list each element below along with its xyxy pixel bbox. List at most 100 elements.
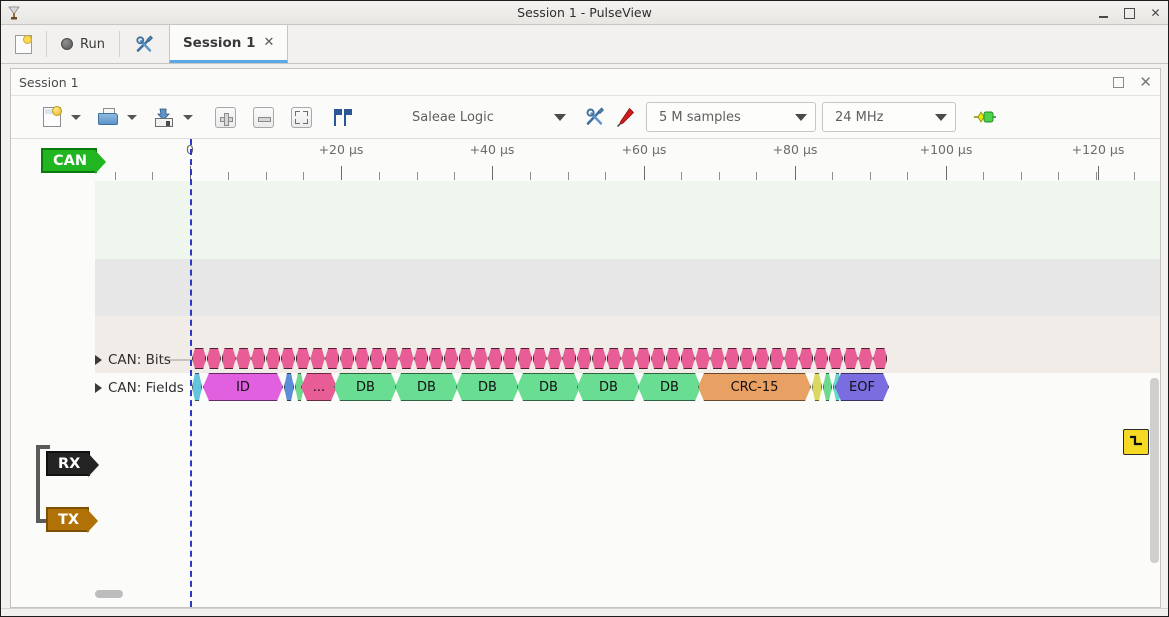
- can-bit-annotation[interactable]: [592, 348, 606, 369]
- sample-count-selector[interactable]: 5 M samples: [646, 102, 816, 132]
- can-bit-annotation[interactable]: [651, 348, 665, 369]
- can-bit-annotation[interactable]: [503, 348, 517, 369]
- can-bit-annotation[interactable]: [414, 348, 428, 369]
- time-ruler[interactable]: 0 +20 µs +40 µs +60 µs +80 µs +100 µs +120 µs: [11, 139, 1160, 181]
- triangle-right-icon[interactable]: [95, 383, 102, 393]
- can-field-annotation[interactable]: [812, 373, 822, 401]
- subwindow-close-icon[interactable]: ✕: [1139, 73, 1152, 91]
- can-field-annotation[interactable]: [284, 373, 294, 401]
- can-field-[interactable]: ...: [301, 373, 337, 401]
- channel-flag-rx[interactable]: RX: [46, 451, 100, 477]
- falling-edge-trigger-icon[interactable]: [1123, 429, 1149, 455]
- can-bit-annotation[interactable]: [681, 348, 695, 369]
- tab-session-1[interactable]: Session 1 ✕: [168, 25, 289, 63]
- can-bit-annotation[interactable]: [429, 348, 443, 369]
- can-bit-annotation[interactable]: [473, 348, 487, 369]
- can-bit-annotation[interactable]: [814, 348, 828, 369]
- vertical-scrollbar-thumb[interactable]: [1150, 378, 1159, 563]
- can-bit-annotation[interactable]: [725, 348, 739, 369]
- trigger-cursor-line[interactable]: [190, 139, 192, 607]
- can-bit-annotation[interactable]: [547, 348, 561, 369]
- can-bit-annotation[interactable]: [829, 348, 843, 369]
- can-bit-annotation[interactable]: [666, 348, 680, 369]
- can-bit-annotation[interactable]: [310, 348, 324, 369]
- restore-icon[interactable]: [1113, 77, 1124, 88]
- minimize-icon[interactable]: [1097, 7, 1110, 20]
- triangle-right-icon[interactable]: [95, 355, 102, 365]
- global-settings-button[interactable]: [120, 25, 169, 63]
- maximize-icon[interactable]: [1123, 7, 1136, 20]
- can-bit-annotation[interactable]: [755, 348, 769, 369]
- zoom-in-button[interactable]: [210, 102, 240, 132]
- can-bit-annotation[interactable]: [192, 348, 206, 369]
- decoder-row-can-fields[interactable]: CAN: Fields: [95, 380, 184, 396]
- can-bit-annotation[interactable]: [518, 348, 532, 369]
- can-field-db[interactable]: DB: [395, 373, 458, 401]
- can-bit-annotation[interactable]: [607, 348, 621, 369]
- decoder-flag-can[interactable]: CAN: [41, 148, 106, 174]
- device-selector[interactable]: Saleae Logic: [400, 102, 574, 132]
- run-button[interactable]: Run: [47, 25, 119, 63]
- can-bit-annotation[interactable]: [858, 348, 872, 369]
- save-file-button[interactable]: [149, 102, 179, 132]
- can-bit-annotation[interactable]: [207, 348, 221, 369]
- can-field-annotation[interactable]: [192, 373, 202, 401]
- can-bit-annotation[interactable]: [340, 348, 354, 369]
- can-field-id[interactable]: ID: [203, 373, 283, 401]
- can-bit-annotation[interactable]: [740, 348, 754, 369]
- can-bit-annotation[interactable]: [710, 348, 724, 369]
- can-bits-annotation-lane[interactable]: [11, 346, 1160, 373]
- tab-close-icon[interactable]: ✕: [263, 35, 275, 50]
- can-field-db[interactable]: DB: [456, 373, 519, 401]
- vertical-scrollbar[interactable]: [1150, 250, 1159, 585]
- open-file-button[interactable]: [93, 102, 123, 132]
- can-bit-annotation[interactable]: [325, 348, 339, 369]
- horizontal-scrollbar[interactable]: [95, 590, 1148, 598]
- can-bit-annotation[interactable]: [370, 348, 384, 369]
- decoder-row-can-bits[interactable]: CAN: Bits: [95, 352, 171, 368]
- can-bit-annotation[interactable]: [444, 348, 458, 369]
- show-cursors-button[interactable]: [326, 102, 356, 132]
- device-config-button[interactable]: [580, 102, 610, 132]
- new-session-button[interactable]: [1, 25, 46, 63]
- zoom-out-button[interactable]: [248, 102, 278, 132]
- can-bit-annotation[interactable]: [695, 348, 709, 369]
- new-session-dropdown[interactable]: [67, 102, 84, 132]
- can-bit-annotation[interactable]: [459, 348, 473, 369]
- can-fields-annotation-lane[interactable]: ID... DB DB DB DB DB DB CRC-15 EOF: [11, 373, 1160, 401]
- close-icon[interactable]: ✕: [1150, 6, 1161, 20]
- can-bit-annotation[interactable]: [488, 348, 502, 369]
- save-file-dropdown[interactable]: [179, 102, 196, 132]
- can-bit-annotation[interactable]: [281, 348, 295, 369]
- new-session-button[interactable]: [37, 102, 67, 132]
- can-bit-annotation[interactable]: [636, 348, 650, 369]
- probe-button[interactable]: [610, 102, 640, 132]
- can-bit-annotation[interactable]: [799, 348, 813, 369]
- can-field-crc15[interactable]: CRC-15: [698, 373, 811, 401]
- can-field-db[interactable]: DB: [638, 373, 701, 401]
- can-bit-annotation[interactable]: [266, 348, 280, 369]
- can-bit-annotation[interactable]: [844, 348, 858, 369]
- can-bit-annotation[interactable]: [236, 348, 250, 369]
- sample-rate-selector[interactable]: 24 MHz: [822, 102, 956, 132]
- can-field-annotation[interactable]: [823, 373, 832, 401]
- can-bit-annotation[interactable]: [399, 348, 413, 369]
- open-file-dropdown[interactable]: [123, 102, 140, 132]
- can-field-eof[interactable]: EOF: [835, 373, 889, 401]
- can-bit-annotation[interactable]: [784, 348, 798, 369]
- horizontal-scrollbar-thumb[interactable]: [95, 590, 123, 598]
- can-bit-annotation[interactable]: [770, 348, 784, 369]
- can-bit-annotation[interactable]: [873, 348, 887, 369]
- can-bit-annotation[interactable]: [385, 348, 399, 369]
- can-bit-annotation[interactable]: [355, 348, 369, 369]
- can-bit-annotation[interactable]: [562, 348, 576, 369]
- can-field-db[interactable]: DB: [517, 373, 580, 401]
- can-field-db[interactable]: DB: [334, 373, 397, 401]
- channel-flag-tx[interactable]: TX: [46, 507, 99, 533]
- can-bit-annotation[interactable]: [222, 348, 236, 369]
- can-bit-annotation[interactable]: [251, 348, 265, 369]
- can-bit-annotation[interactable]: [296, 348, 310, 369]
- zoom-fit-button[interactable]: [286, 102, 316, 132]
- can-bit-annotation[interactable]: [577, 348, 591, 369]
- can-bit-annotation[interactable]: [621, 348, 635, 369]
